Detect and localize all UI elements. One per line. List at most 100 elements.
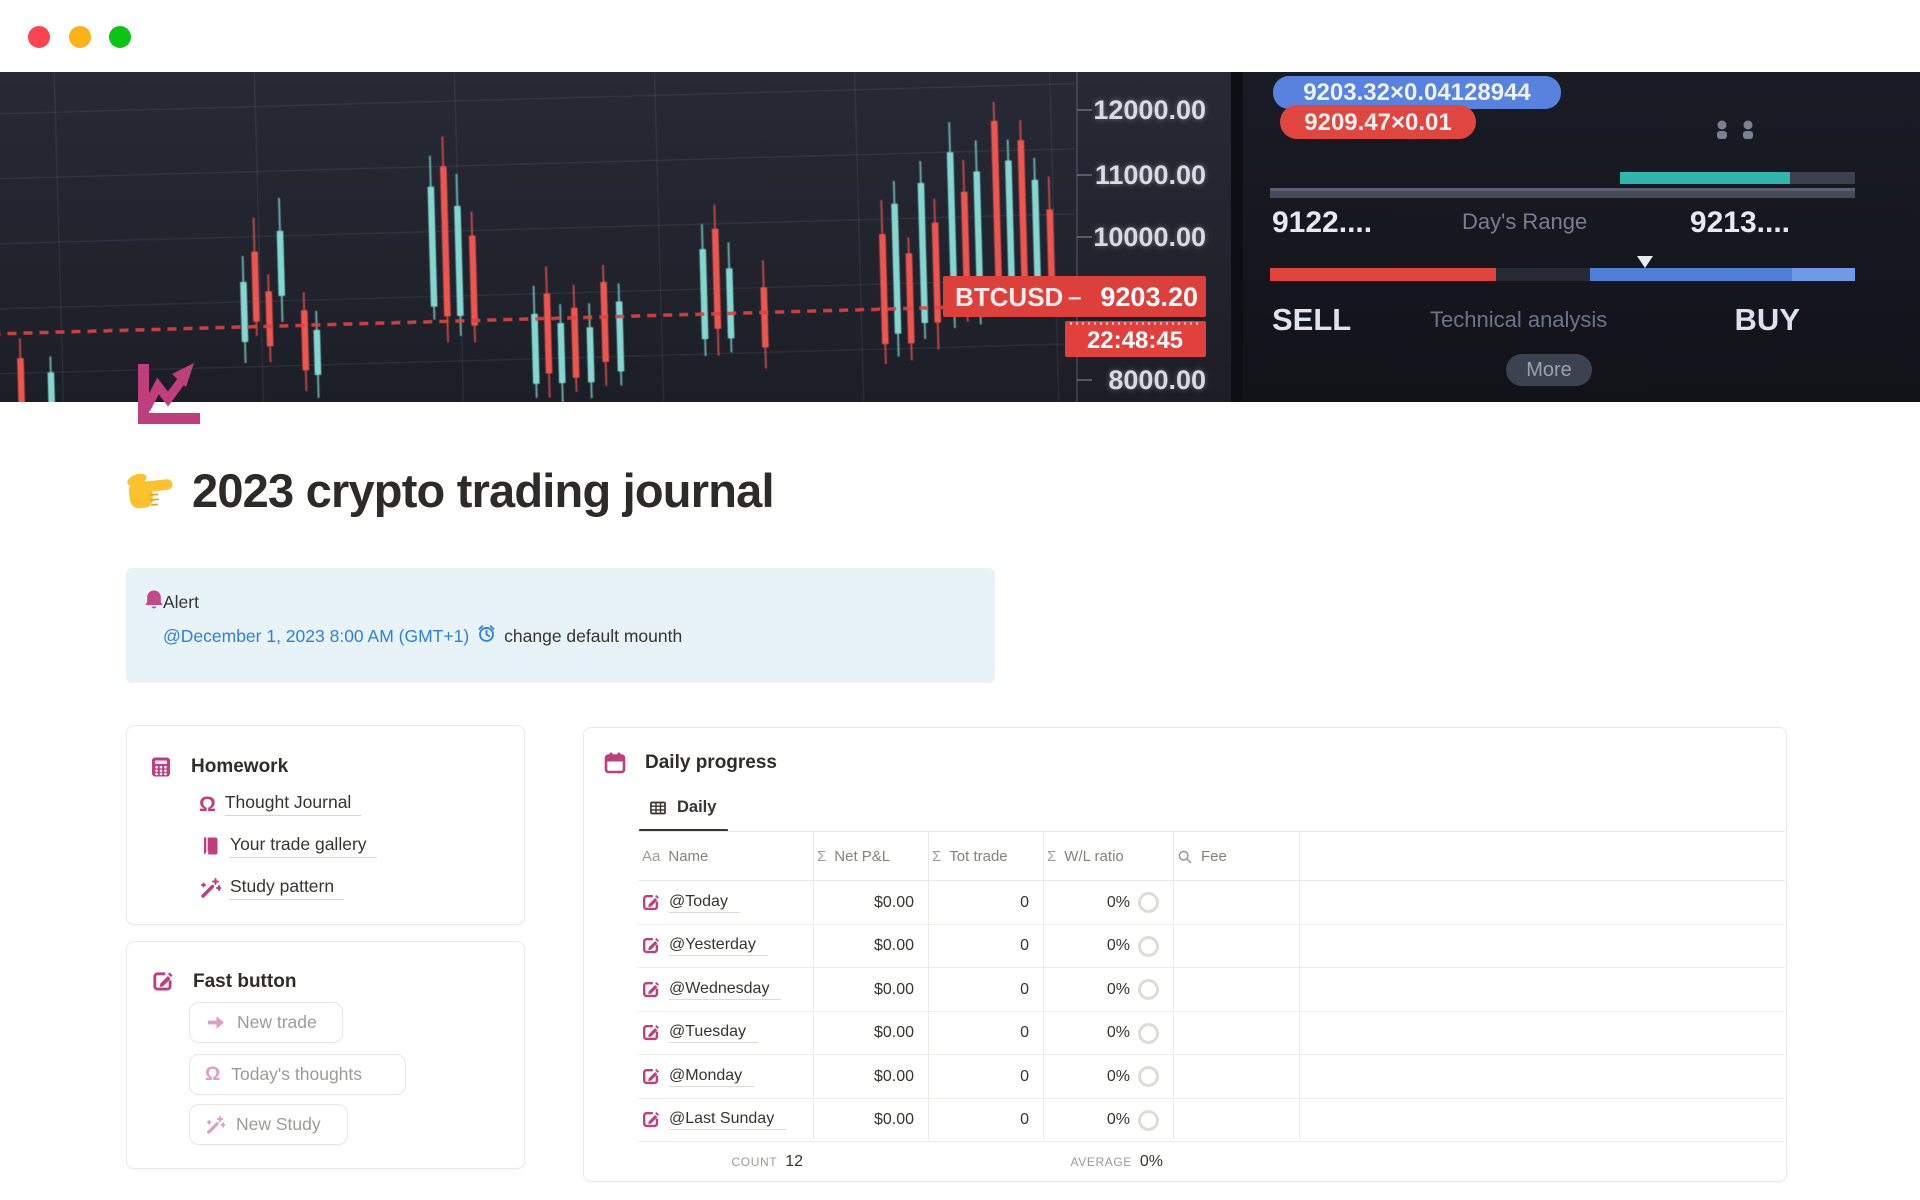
compose-icon (153, 972, 173, 991)
panel-small-icons (1717, 120, 1753, 139)
cell-fee[interactable] (1173, 968, 1299, 1011)
link-label: Thought Journal (224, 792, 362, 816)
cell-tot-trade[interactable]: 0 (1020, 937, 1029, 954)
axis-label-10000: 10000.00 (1093, 222, 1206, 252)
sigma-formula-icon: Σ (817, 848, 827, 865)
cell-net-pl[interactable]: $0.00 (873, 1111, 914, 1128)
cell-wl-ratio[interactable]: 0% (1043, 1012, 1173, 1055)
page-cover-image: 12000.00 11000.00 10000.00 8000.00 BTCUS… (0, 72, 1920, 402)
range-marker-triangle (1637, 256, 1653, 268)
button-label: New Study (236, 1114, 321, 1134)
column-label: Name (668, 848, 709, 865)
cell-wl-ratio[interactable]: 0% (1043, 925, 1173, 968)
cell-net-pl[interactable]: $0.00 (873, 1024, 914, 1041)
page-title-block[interactable]: 2023 crypto trading journal (126, 455, 775, 525)
link-study-pattern[interactable]: Study pattern (199, 874, 345, 902)
row-name-link[interactable]: @Yesterday (638, 925, 813, 968)
compose-icon (643, 981, 659, 997)
cell-wl-ratio[interactable]: 0% (1043, 968, 1173, 1011)
cell-net-pl[interactable]: $0.00 (873, 937, 914, 954)
window-close-button[interactable] (28, 26, 50, 48)
bell-icon (142, 588, 166, 617)
row-name-label: @Today (669, 893, 740, 913)
new-trade-button[interactable]: New trade (189, 1002, 343, 1043)
row-name-label: @Wednesday (669, 980, 782, 1000)
cell-net-pl[interactable]: $0.00 (873, 1067, 914, 1085)
cell-net-pl[interactable]: $0.00 (873, 893, 914, 911)
cell-fee[interactable] (1173, 1012, 1299, 1055)
order-pill-red-text: 9209.47×0.01 (1304, 109, 1451, 136)
cell-net-pl[interactable]: $0.00 (873, 980, 914, 998)
homework-card: Homework Ω Thought Journal Your trade ga… (126, 725, 525, 925)
sell-label: SELL (1272, 302, 1351, 337)
date-mention-link[interactable]: @December 1, 2023 8:00 AM (GMT+1) (163, 625, 470, 646)
progress-ring-icon (1138, 935, 1159, 957)
calculator-icon (152, 757, 170, 777)
ticker-price: 9203.20 (1100, 282, 1198, 312)
cell-fee[interactable] (1173, 1055, 1299, 1098)
text-type-icon: Aa (642, 848, 661, 865)
tab-daily-label: Daily (677, 798, 717, 816)
candlestick-chart (0, 72, 1075, 402)
cell-tot-trade[interactable]: 0 (1020, 1111, 1029, 1128)
cell-wl-ratio[interactable]: 0% (1043, 881, 1173, 924)
alert-title: Alert (163, 592, 199, 612)
column-divider (1043, 832, 1044, 1139)
row-name-link[interactable]: @Last Sunday (638, 1099, 813, 1142)
day-range-high: 9213.... (1690, 206, 1790, 239)
column-divider (1173, 832, 1174, 1139)
cell-fee[interactable] (1173, 881, 1299, 924)
cell-fee[interactable] (1173, 925, 1299, 968)
row-name-link[interactable]: @Tuesday (638, 1012, 813, 1055)
cell-tot-trade[interactable]: 0 (1020, 1067, 1029, 1085)
page-title[interactable]: 2023 crypto trading journal (192, 463, 775, 517)
count-aggregate[interactable]: COUNT 12 (638, 1142, 803, 1182)
column-label: Tot trade (949, 848, 1008, 865)
tab-daily[interactable]: Daily (649, 798, 716, 817)
fast-button-card: Fast button New trade Ω Today's thoughts… (126, 941, 525, 1169)
column-header-name[interactable]: Aa Name (638, 832, 813, 881)
column-label: Fee (1201, 848, 1227, 865)
link-thought-journal[interactable]: Ω Thought Journal (199, 790, 362, 818)
cell-wl-ratio[interactable]: 0% (1043, 1055, 1173, 1098)
price-axis: 12000.00 11000.00 10000.00 8000.00 (1076, 72, 1206, 402)
column-label: W/L ratio (1064, 848, 1124, 865)
column-header-net-pl[interactable]: Σ Net P&L (813, 832, 928, 881)
compose-icon (643, 1025, 659, 1041)
cover-trading-terminal: 12000.00 11000.00 10000.00 8000.00 BTCUS… (0, 72, 1920, 402)
cell-wl-ratio[interactable]: 0% (1043, 1099, 1173, 1142)
todays-thoughts-button[interactable]: Ω Today's thoughts (189, 1054, 406, 1095)
average-aggregate[interactable]: AVERAGE 0% (1013, 1142, 1163, 1182)
row-name-link[interactable]: @Monday (638, 1055, 813, 1098)
column-header-wl-ratio[interactable]: Σ W/L ratio (1043, 832, 1173, 881)
ticker-symbol: BTCUSD (955, 282, 1063, 312)
book-icon (204, 837, 218, 855)
link-your-trade-gallery[interactable]: Your trade gallery (199, 832, 377, 860)
search-icon (1178, 850, 1192, 863)
buy-label: BUY (1735, 302, 1801, 337)
compose-icon (643, 1112, 659, 1128)
table-header-row: Aa Name Σ Net P&L Σ Tot trade Σ W/L rati… (638, 832, 1785, 881)
window-zoom-button[interactable] (109, 26, 131, 48)
row-name-link[interactable]: @Today (638, 881, 813, 924)
page-icon-chart-increasing[interactable] (124, 358, 201, 434)
cell-tot-trade[interactable]: 0 (1020, 893, 1029, 911)
row-name-link[interactable]: @Wednesday (638, 968, 813, 1011)
cell-tot-trade[interactable]: 0 (1020, 980, 1029, 998)
daily-progress-header: Daily progress (603, 751, 777, 775)
progress-ring-icon (1138, 1066, 1159, 1087)
omega-thought-icon: Ω (199, 792, 216, 816)
cell-fee[interactable] (1173, 1099, 1299, 1142)
alert-body: @December 1, 2023 8:00 AM (GMT+1) change… (163, 623, 682, 649)
column-header-tot-trade[interactable]: Σ Tot trade (928, 832, 1043, 881)
new-study-button[interactable]: New Study (189, 1104, 348, 1145)
cell-tot-trade[interactable]: 0 (1020, 1024, 1029, 1041)
ticker-dash: – (1068, 284, 1081, 311)
compose-icon (643, 894, 659, 910)
arrow-right-icon (207, 1016, 225, 1029)
column-header-fee[interactable]: Fee (1173, 832, 1299, 881)
fast-button-header: Fast button (151, 970, 296, 994)
count-label: COUNT (731, 1155, 778, 1169)
wand-icon (201, 878, 221, 898)
window-minimize-button[interactable] (69, 26, 91, 48)
